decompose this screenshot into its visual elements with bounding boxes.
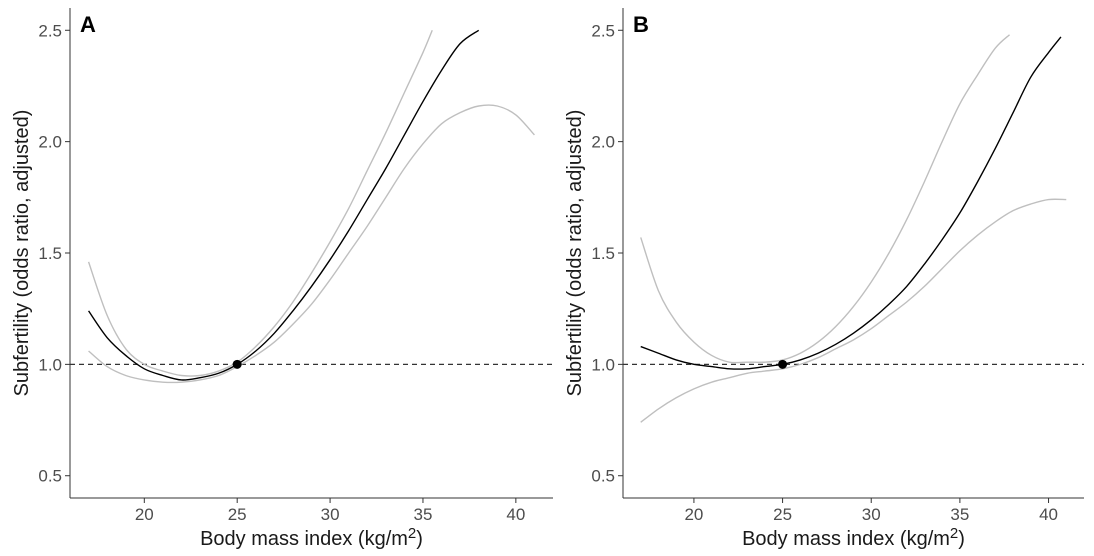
y-tick-label: 0.5 [591,467,615,486]
x-tick-label: 30 [862,505,881,524]
reference-point [778,359,788,369]
x-tick-label: 35 [414,505,433,524]
ci-upper-line [640,34,1011,364]
y-tick-label: 2.5 [591,21,615,40]
x-axis-title-close: ) [416,528,423,550]
x-tick-label: 40 [506,505,525,524]
reference-point [232,359,242,369]
x-axis-title: Body mass index (kg/m2) [742,525,965,550]
x-tick-label: 20 [684,505,703,524]
x-axis-title: Body mass index (kg/m2) [200,525,423,550]
x-axis-title-superscript: 2 [950,525,958,542]
y-tick-label: 1.5 [38,244,62,263]
x-tick-label: 20 [135,505,154,524]
y-axis-title: Subfertility (odds ratio, adjusted) [564,110,586,397]
panel-label: A [80,12,96,37]
y-tick-label: 2.0 [38,133,62,152]
y-axis-title: Subfertility (odds ratio, adjusted) [11,110,33,397]
x-tick-label: 35 [950,505,969,524]
x-axis-title-superscript: 2 [408,525,416,542]
x-tick-label: 25 [228,505,247,524]
ci-lower-line [88,104,535,384]
y-tick-label: 1.5 [591,244,615,263]
ci-lower-line [640,198,1067,423]
x-tick-label: 40 [1039,505,1058,524]
x-axis-title-main: Body mass index (kg/m [200,528,408,550]
x-axis-title-close: ) [958,528,965,550]
panel-a: 0.5 1.0 1.5 2.0 2.5 20 25 30 35 40 A Subfertility (… [11,8,553,550]
x-axis-title-main: Body mass index (kg/m [742,528,950,550]
ci-upper-line [87,30,433,377]
panel-label: B [633,12,649,37]
y-tick-label: 1.0 [38,355,62,374]
y-tick-label: 2.5 [38,21,62,40]
estimate-line [640,36,1062,370]
estimate-line [88,29,480,381]
y-tick-label: 2.0 [591,133,615,152]
x-tick-label: 25 [773,505,792,524]
x-tick-label: 30 [321,505,340,524]
y-tick-label: 1.0 [591,355,615,374]
panel-b: 0.5 1.0 1.5 2.0 2.5 20 25 30 35 40 B Subfertility (… [564,8,1084,550]
y-tick-label: 0.5 [38,467,62,486]
